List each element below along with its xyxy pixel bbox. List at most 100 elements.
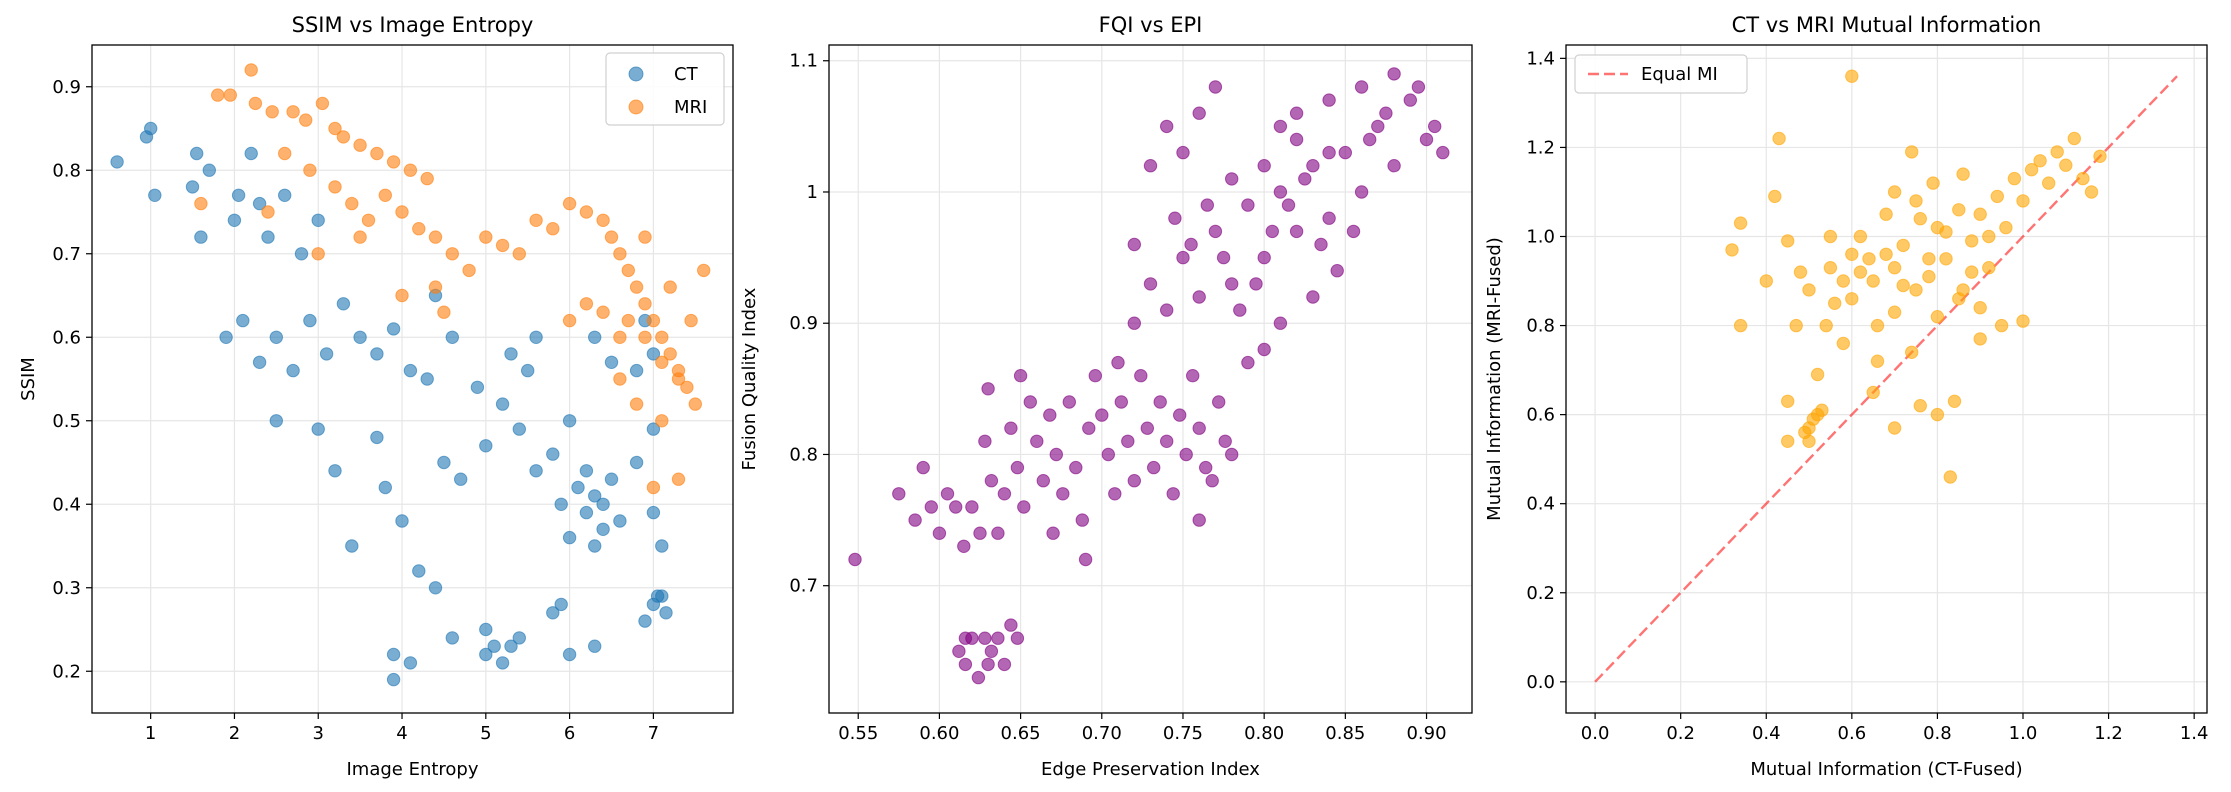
series-point (1225, 447, 1239, 462)
series-point (1733, 216, 1748, 230)
series-point (1853, 229, 1868, 244)
mri-point (428, 230, 443, 244)
series-point (958, 631, 973, 645)
series-point (1781, 394, 1795, 408)
ct-point (386, 322, 401, 336)
y-tick-label: 0.4 (52, 494, 81, 515)
mri-point (299, 113, 313, 127)
ct-point (403, 363, 418, 378)
series-point (1965, 234, 1979, 248)
series-point (1023, 395, 1038, 409)
series-point (1257, 250, 1271, 265)
series-point (1965, 265, 1979, 279)
ct-point (370, 347, 384, 361)
series-point (1218, 434, 1232, 448)
x-tick-label: 7 (648, 723, 659, 744)
equal-mi-reference-line (1594, 75, 2178, 683)
mri-point (546, 222, 560, 236)
x-axis-label: Mutual Information (CT-Fused) (1750, 759, 2022, 780)
ct-point (445, 631, 459, 645)
ct-point (588, 639, 602, 653)
series-point (1845, 247, 1859, 262)
mri-point (378, 188, 392, 203)
ct-point (428, 581, 443, 595)
ct-point (655, 539, 669, 553)
ct-point (328, 464, 342, 478)
series-point (1973, 301, 1987, 315)
series-point (957, 539, 971, 553)
series-point (1905, 145, 1919, 159)
ct-point (144, 121, 158, 136)
series-point (1273, 119, 1288, 134)
mri-point (655, 330, 669, 344)
legend-label-mri: MRI (674, 97, 707, 118)
series-point (1127, 237, 1142, 252)
series-point (1887, 185, 1902, 199)
ct-point (370, 430, 384, 445)
mri-point (562, 196, 577, 211)
series-point (1973, 207, 1987, 221)
series-point (991, 526, 1005, 540)
series-point (2059, 158, 2073, 172)
x-tick-label: 0.70 (1082, 723, 1122, 744)
ct-point (445, 330, 459, 344)
plot-frame (828, 44, 1473, 714)
mri-point (629, 280, 644, 294)
series-point (1043, 408, 1057, 422)
series-point (1930, 407, 1945, 422)
series-point (1069, 460, 1083, 475)
ct-point (659, 606, 673, 620)
series-point (1143, 277, 1158, 291)
y-tick-label: 0.0 (1526, 672, 1555, 693)
mri-point (663, 347, 677, 361)
series-point (1075, 513, 1090, 527)
mri-point (479, 230, 493, 244)
mri-point (684, 313, 698, 328)
series-point (1411, 80, 1426, 94)
series-point (892, 487, 906, 501)
series-point (1241, 355, 1255, 370)
legend-label-equal-mi: Equal MI (1641, 64, 1718, 85)
ct-point (579, 464, 594, 478)
series-point (1127, 474, 1142, 488)
y-axis-label: SSIM (18, 357, 39, 401)
series-point (1168, 211, 1182, 225)
series-point (984, 644, 999, 658)
ct-point (638, 614, 652, 628)
series-point (1004, 421, 1018, 435)
series-point (1108, 487, 1122, 501)
mri-point (613, 372, 627, 386)
ct-point (504, 347, 518, 361)
series-point (1913, 399, 1928, 413)
ct-point (588, 330, 602, 344)
series-point (971, 670, 986, 685)
series-point (965, 500, 979, 514)
chart-title: FQI vs EPI (1099, 13, 1203, 37)
mri-point (621, 263, 635, 278)
y-axis-label: Fusion Quality Index (739, 287, 760, 470)
series-point (1866, 385, 1880, 400)
ct-point (479, 622, 493, 637)
mri-point (286, 105, 300, 119)
mri-point (655, 355, 669, 369)
mri-point (223, 88, 238, 102)
mri-point (697, 263, 711, 278)
ct-point (303, 313, 317, 328)
y-tick-label: 0.2 (52, 661, 81, 682)
series-point (1322, 211, 1336, 225)
series-point (1845, 69, 1859, 83)
series-point (1013, 369, 1028, 383)
x-tick-label: 0.80 (1244, 723, 1284, 744)
series-point (997, 487, 1012, 501)
series-point (1387, 159, 1401, 173)
mri-point (638, 230, 652, 244)
series-point (1982, 229, 1996, 244)
ct-point (562, 530, 577, 545)
mri-point (562, 313, 577, 328)
series-point (1436, 145, 1450, 160)
series-point (932, 526, 947, 540)
series-point (2067, 131, 2082, 146)
y-tick-label: 0.7 (52, 244, 81, 265)
series-point (916, 460, 930, 475)
